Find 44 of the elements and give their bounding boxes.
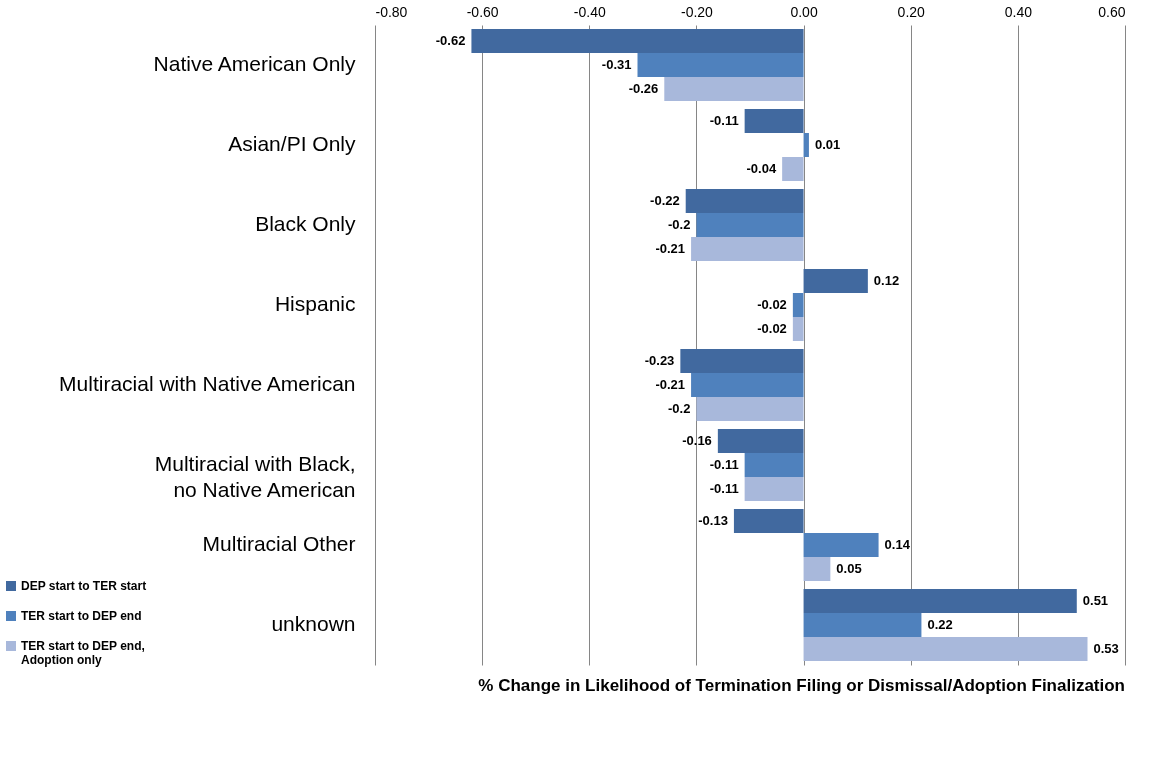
legend-label: TER start to DEP end, Adoption only [21, 639, 145, 667]
x-axis-title: % Change in Likelihood of Termination Filing or Dismissal/Adoption Finalization [478, 676, 1125, 695]
data-label: -0.22 [650, 193, 680, 208]
y-tick-label: Multiracial with Black, no Native American [154, 452, 356, 501]
data-label: 0.53 [1093, 641, 1119, 656]
data-label: -0.62 [435, 33, 466, 48]
data-label: -0.16 [682, 433, 712, 448]
data-label: -0.11 [709, 481, 739, 496]
data-label: -0.02 [757, 297, 787, 312]
data-label: 0.22 [927, 617, 953, 632]
legend-label: TER start to DEP end [21, 609, 142, 623]
data-label: 0.12 [873, 273, 900, 288]
data-label: -0.23 [644, 353, 675, 368]
data-label: 0.14 [884, 537, 911, 552]
data-label: -0.2 [668, 217, 691, 232]
data-label: -0.04 [746, 161, 777, 176]
y-tick-label: Black Only [255, 212, 356, 235]
x-tick-label: -0.80 [375, 3, 408, 20]
data-label: -0.21 [655, 241, 686, 256]
data-label: -0.21 [655, 377, 686, 392]
data-label: -0.26 [628, 81, 659, 96]
y-tick-label: unknown [271, 612, 356, 635]
data-label: -0.11 [709, 457, 739, 472]
data-label: -0.11 [709, 113, 739, 128]
y-tick-label: Native American Only [153, 52, 356, 75]
data-label: -0.13 [698, 513, 728, 528]
x-tick-label: 0.40 [1004, 3, 1033, 20]
legend-label: DEP start to TER start [21, 579, 147, 593]
data-label: -0.02 [757, 321, 787, 336]
y-tick-label: Multiracial Other [202, 532, 356, 555]
x-tick-label: 0.20 [897, 3, 926, 20]
x-tick-label: 0.60 [1098, 3, 1126, 20]
data-label: 0.01 [814, 137, 841, 152]
data-label: 0.05 [836, 561, 862, 576]
data-label: -0.2 [668, 401, 691, 416]
x-tick-label: -0.60 [466, 3, 499, 20]
data-label: 0.51 [1082, 593, 1109, 608]
data-label: -0.31 [601, 57, 632, 72]
x-tick-label: 0.00 [790, 3, 818, 20]
y-tick-label: Multiracial with Native American [59, 372, 356, 395]
y-tick-label: Asian/PI Only [228, 132, 356, 155]
y-tick-label: Hispanic [274, 292, 356, 315]
x-tick-label: -0.20 [680, 3, 714, 20]
x-tick-label: -0.40 [573, 3, 606, 20]
